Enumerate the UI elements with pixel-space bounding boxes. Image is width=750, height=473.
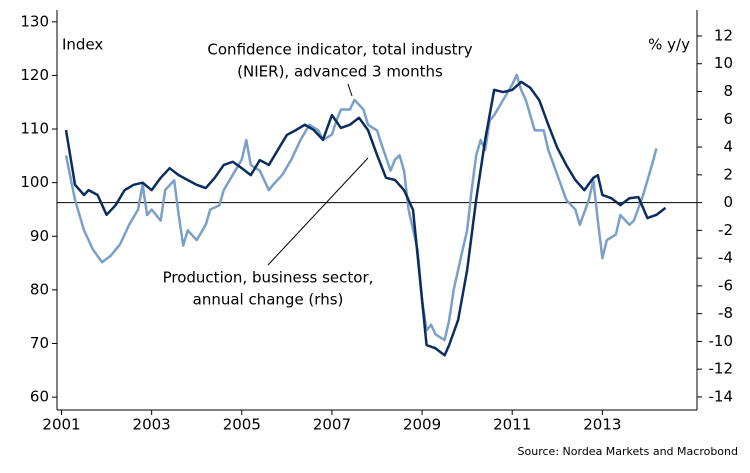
y-axis-label: Index <box>62 36 103 54</box>
y2-tick-label: -10 <box>709 332 734 350</box>
y-tick-label: 110 <box>20 120 49 138</box>
y2-tick-label: 12 <box>714 26 733 44</box>
x-tick-label: 2003 <box>133 416 171 434</box>
series-line <box>64 73 658 342</box>
y2-tick-label: -2 <box>718 221 733 239</box>
y2-tick-label: 6 <box>723 110 733 128</box>
x-tick-label: 2013 <box>583 416 621 434</box>
y2-axis-label: % y/y <box>648 36 690 54</box>
y2-tick-label: -12 <box>709 360 734 378</box>
x-tick-label: 2009 <box>403 416 441 434</box>
annotation: Confidence indicator, total industry <box>207 41 472 59</box>
annotation: (NIER), advanced 3 months <box>237 63 443 81</box>
leader-line <box>267 157 369 266</box>
x-tick-label: 2001 <box>42 416 80 434</box>
y2-tick-label: -4 <box>718 249 733 267</box>
x-tick-label: 2007 <box>313 416 351 434</box>
x-tick-label: 2005 <box>223 416 261 434</box>
y2-tick-label: 2 <box>723 165 733 183</box>
y2-tick-label: 8 <box>723 82 733 100</box>
y-tick-label: 60 <box>30 388 49 406</box>
x-tick-label: 2011 <box>493 416 531 434</box>
y-tick-label: 130 <box>20 12 49 30</box>
source: Source: Nordea Markets and Macrobond <box>518 445 738 458</box>
y2-tick-label: -14 <box>709 387 734 405</box>
y-tick-label: 90 <box>30 227 49 245</box>
annotation: Production, business sector, <box>163 269 374 287</box>
y-tick-label: 70 <box>30 334 49 352</box>
y2-tick-label: -6 <box>718 276 733 294</box>
series-line <box>64 80 667 357</box>
y2-tick-label: 0 <box>723 193 733 211</box>
y2-tick-label: 10 <box>714 54 733 72</box>
y-tick-label: 120 <box>20 66 49 84</box>
y2-tick-label: 4 <box>723 138 733 156</box>
y-tick-label: 80 <box>30 280 49 298</box>
annotation: annual change (rhs) <box>193 291 344 309</box>
y-tick-label: 100 <box>20 173 49 191</box>
leader-line <box>347 83 353 97</box>
y2-tick-label: -8 <box>718 304 733 322</box>
